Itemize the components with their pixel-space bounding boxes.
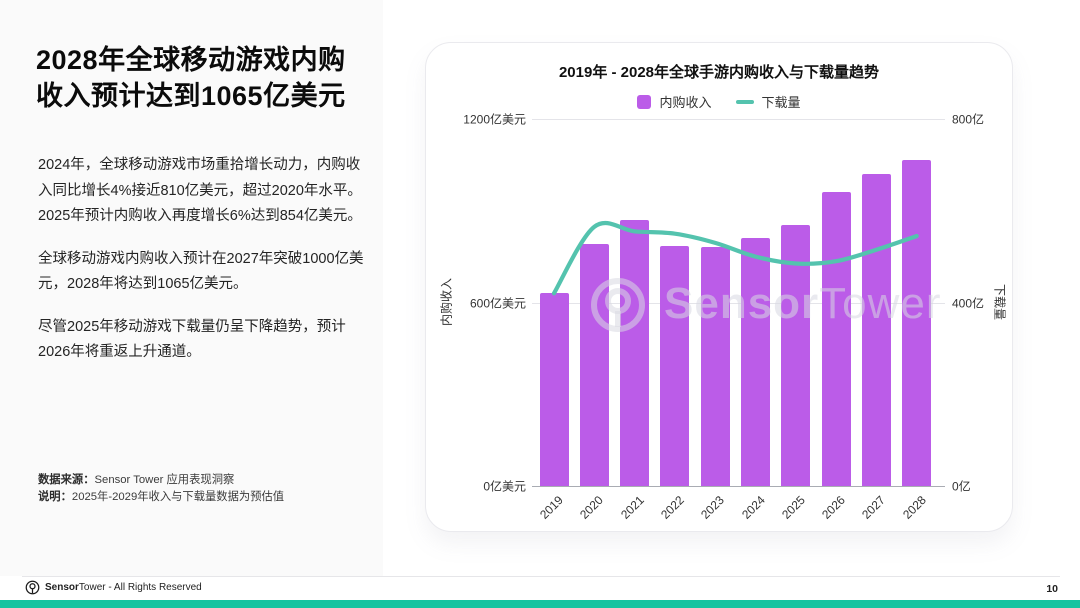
x-label-2028: 2028 [899,493,929,522]
paragraph-1: 2024年，全球移动游戏市场重拾增长动力，内购收入同比增长4%接近810亿美元，… [38,157,362,224]
legend-bar-swatch-icon [637,94,652,109]
page-title-line1: 2028年全球移动游戏内购 [36,45,346,75]
paragraph-3: 尽管2025年移动游戏下载量仍呈下降趋势，预计2026年将重返上升通道。 [38,318,346,361]
bar-2028 [902,160,932,486]
page-title-line2: 收入预计达到1065亿美元 [36,81,346,111]
method-note-label: 说明： [38,491,72,503]
source-note: 数据来源：Sensor Tower 应用表现洞察 [38,472,368,489]
chart-title: 2019年 - 2028年全球手游内购收入与下载量趋势 [558,64,880,81]
page-title: 2028年全球移动游戏内购 收入预计达到1065亿美元 [36,42,378,114]
bar-2019 [539,293,569,486]
chart-legend: 内购收入 下载量 [426,92,1012,111]
bar-2021 [620,219,650,486]
legend-bar-label: 内购收入 [659,95,712,110]
legend-line-label: 下载量 [761,95,801,110]
gridline-top [532,119,945,120]
source-note-text: Sensor Tower 应用表现洞察 [94,474,235,486]
method-note-text: 2025年-2029年收入与下载量数据为预估值 [71,491,285,503]
bar-2022 [660,245,690,486]
legend-line-swatch-icon [735,99,754,104]
gridline-middle [532,303,945,304]
x-label-2023: 2023 [698,493,728,522]
paragraph-2: 全球移动游戏内购收入预计在2027年突破1000亿美元，2028年将达到1065… [38,250,364,293]
x-axis-line [532,486,945,487]
source-note-label: 数据来源： [38,474,95,486]
bar-2024 [741,238,770,486]
bar-2020 [579,244,609,486]
right-axis-tick-400: 400亿 [952,296,985,311]
bar-2026 [821,192,851,486]
bar-2025 [781,224,811,486]
chart-card: 2019年 - 2028年全球手游内购收入与下载量趋势 内购收入 下载量 120… [425,42,1013,532]
footnotes: 数据来源：Sensor Tower 应用表现洞察 说明：2025年-2029年收… [38,472,368,506]
page-number: 10 [1046,583,1058,595]
x-label-2027: 2027 [859,493,889,522]
x-label-2026: 2026 [819,493,848,522]
x-label-2025: 2025 [778,493,808,522]
x-label-2021: 2021 [617,493,647,522]
left-panel-background [0,0,383,576]
footer-brand-text: SensorTower - All Rights Reserved [45,582,202,593]
left-axis-tick-1200: 1200亿美元 [463,112,526,127]
bar-2027 [861,174,891,486]
footer-brand: SensorTower - All Rights Reserved [25,580,202,595]
right-axis-title: 下载量 [992,283,1007,321]
method-note: 说明：2025年-2029年收入与下载量数据为预估值 [38,489,368,506]
left-axis-title: 内购收入 [439,277,454,327]
left-axis-tick-0: 0亿美元 [483,479,526,494]
x-label-2020: 2020 [577,493,607,522]
footer-divider [22,576,1060,577]
left-axis-tick-600: 600亿美元 [469,296,526,311]
right-axis-tick-0: 0亿 [952,479,971,494]
sensortower-logo-icon [25,580,40,595]
x-label-2024: 2024 [738,493,768,522]
body-copy: 2024年，全球移动游戏市场重拾增长动力，内购收入同比增长4%接近810亿美元，… [38,153,371,383]
right-axis-tick-800: 800亿 [952,112,985,127]
x-label-2019: 2019 [537,493,566,522]
bottom-accent-strip [0,600,1080,608]
bar-2023 [700,247,730,486]
x-label-2022: 2022 [658,493,687,522]
